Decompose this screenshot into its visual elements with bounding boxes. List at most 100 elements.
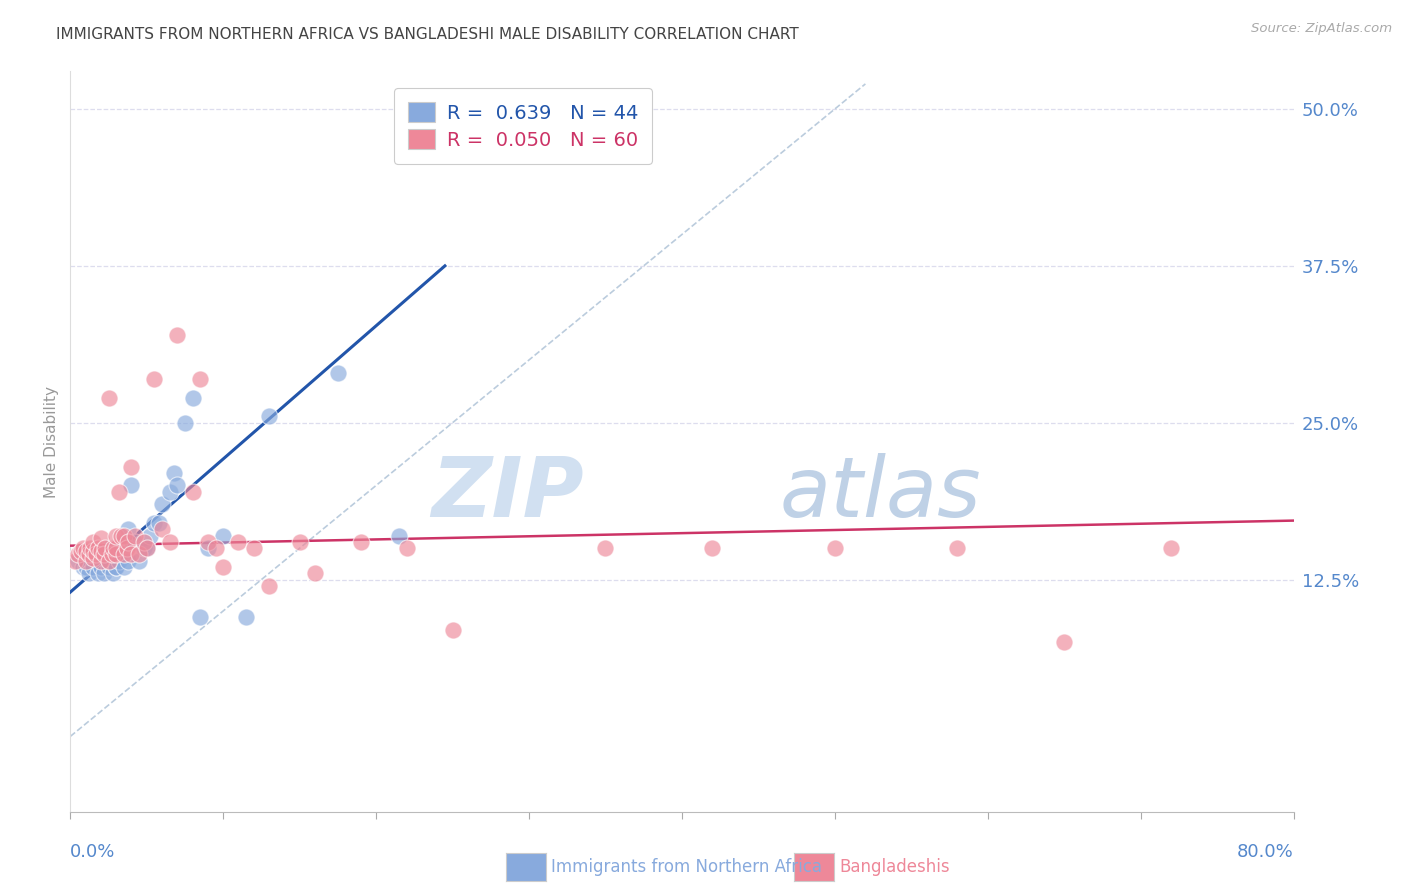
Point — [124, 529, 146, 543]
Point — [82, 548, 104, 562]
Point — [84, 548, 107, 562]
Point — [159, 535, 181, 549]
Point — [72, 560, 94, 574]
Point — [228, 535, 250, 549]
Point — [105, 548, 128, 562]
Text: Immigrants from Northern Africa: Immigrants from Northern Africa — [551, 858, 823, 876]
Point — [143, 372, 166, 386]
Point — [112, 529, 135, 543]
Point — [135, 541, 157, 556]
Point — [75, 554, 97, 568]
Point — [66, 554, 89, 568]
Point — [77, 566, 100, 581]
Point — [150, 497, 173, 511]
Point — [188, 610, 211, 624]
Point — [235, 610, 257, 624]
Point — [117, 535, 139, 549]
Point — [1160, 541, 1182, 556]
Point — [595, 541, 617, 556]
Point — [93, 566, 115, 581]
Point — [181, 484, 204, 499]
Point — [105, 560, 128, 574]
Point — [121, 459, 143, 474]
Point — [121, 548, 143, 562]
Point — [101, 566, 124, 581]
Point — [79, 541, 101, 556]
Point — [70, 543, 93, 558]
Point — [128, 548, 150, 562]
Point — [87, 541, 110, 556]
Text: Bangladeshis: Bangladeshis — [839, 858, 950, 876]
Point — [212, 529, 235, 543]
Point — [87, 566, 110, 581]
Point — [97, 541, 120, 556]
Point — [82, 551, 104, 566]
Point — [946, 541, 969, 556]
Point — [110, 541, 132, 556]
Point — [115, 541, 138, 556]
Point — [132, 535, 155, 549]
Point — [100, 548, 122, 562]
Point — [395, 541, 418, 556]
Point — [212, 560, 235, 574]
Point — [75, 560, 97, 574]
Point — [117, 554, 139, 568]
Point — [97, 554, 120, 568]
Point — [117, 522, 139, 536]
Point — [257, 579, 280, 593]
Point — [72, 541, 94, 556]
Text: ZIP: ZIP — [432, 453, 583, 534]
Point — [108, 484, 131, 499]
Text: 80.0%: 80.0% — [1237, 843, 1294, 861]
Point — [90, 531, 112, 545]
Point — [82, 535, 104, 549]
Point — [105, 548, 128, 562]
Point — [101, 541, 124, 556]
Point — [159, 484, 181, 499]
Point — [1053, 635, 1076, 649]
Point — [174, 416, 197, 430]
Point — [441, 623, 464, 637]
Y-axis label: Male Disability: Male Disability — [44, 385, 59, 498]
Point — [63, 554, 86, 568]
Point — [105, 541, 128, 556]
Point — [82, 543, 104, 558]
Point — [139, 529, 162, 543]
Point — [124, 535, 146, 549]
Point — [197, 535, 219, 549]
Text: Source: ZipAtlas.com: Source: ZipAtlas.com — [1251, 22, 1392, 36]
Point — [132, 541, 155, 556]
Point — [121, 478, 143, 492]
Point — [148, 516, 170, 530]
Point — [243, 541, 266, 556]
Point — [108, 554, 131, 568]
Point — [82, 560, 104, 574]
Point — [166, 478, 188, 492]
Point — [110, 529, 132, 543]
Point — [702, 541, 724, 556]
Point — [66, 548, 89, 562]
Point — [188, 372, 211, 386]
Point — [304, 566, 326, 581]
Point — [257, 409, 280, 424]
Point — [288, 535, 311, 549]
Point — [90, 560, 112, 574]
Point — [166, 327, 188, 342]
Point — [824, 541, 846, 556]
Legend: R =  0.639   N = 44, R =  0.050   N = 60: R = 0.639 N = 44, R = 0.050 N = 60 — [394, 88, 651, 163]
Text: IMMIGRANTS FROM NORTHERN AFRICA VS BANGLADESHI MALE DISABILITY CORRELATION CHART: IMMIGRANTS FROM NORTHERN AFRICA VS BANGL… — [56, 27, 799, 42]
Point — [93, 548, 115, 562]
Point — [105, 529, 128, 543]
Point — [326, 366, 349, 380]
Point — [204, 541, 226, 556]
Point — [94, 541, 117, 556]
Point — [128, 554, 150, 568]
Point — [105, 560, 128, 574]
Point — [77, 548, 100, 562]
Point — [143, 516, 166, 530]
Point — [75, 543, 97, 558]
Point — [112, 548, 135, 562]
Point — [97, 554, 120, 568]
Point — [97, 560, 120, 574]
Text: 0.0%: 0.0% — [70, 843, 115, 861]
